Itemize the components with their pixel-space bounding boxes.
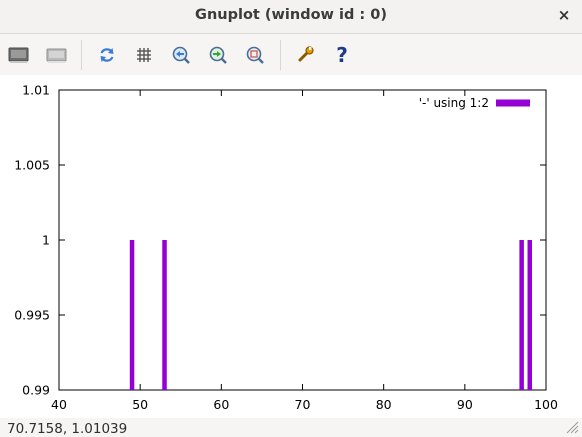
grid-icon xyxy=(137,48,151,62)
y-tick-label: 1.005 xyxy=(14,158,50,173)
toolbar-separator xyxy=(280,40,281,70)
plot-area[interactable]: 40 50 60 70 80 90 100 0.99 0.995 1 1.005 1.01 '-' us… xyxy=(0,75,582,418)
toolbar: ? xyxy=(0,34,582,75)
toolbar-separator xyxy=(81,40,82,70)
legend-label: '-' using 1:2 xyxy=(419,96,489,110)
title-bar: Gnuplot (window id : 0) × xyxy=(0,0,582,34)
close-button[interactable]: × xyxy=(557,6,571,24)
x-tick-label: 60 xyxy=(213,397,229,412)
x-tick-label: 70 xyxy=(295,397,311,412)
zoom-next-button[interactable] xyxy=(205,42,231,68)
x-tick-label: 80 xyxy=(376,397,392,412)
resize-grip-icon[interactable] xyxy=(565,420,579,434)
copy-to-clipboard-icon xyxy=(8,47,29,63)
y-tick-label: 1.01 xyxy=(22,83,50,98)
autoscale-button[interactable] xyxy=(242,42,268,68)
chart: 40 50 60 70 80 90 100 0.99 0.995 1 1.005 1.01 '-' us… xyxy=(14,83,558,413)
y-tick-label: 0.99 xyxy=(22,383,50,398)
zoom-previous-button[interactable] xyxy=(168,42,194,68)
print-icon xyxy=(46,48,67,63)
print-button[interactable] xyxy=(44,42,70,68)
x-tick-label: 90 xyxy=(457,397,473,412)
grid-button[interactable] xyxy=(131,42,157,68)
replot-icon xyxy=(100,48,114,62)
copy-button[interactable] xyxy=(6,42,32,68)
zoom-next-icon xyxy=(209,46,227,64)
y-tick-label: 1 xyxy=(42,233,50,248)
options-wrench-icon xyxy=(298,46,314,62)
window-title: Gnuplot (window id : 0) xyxy=(195,7,387,23)
status-bar: 70.7158, 1.01039 xyxy=(0,418,582,437)
y-tick-label: 0.995 xyxy=(14,308,50,323)
cursor-coordinates: 70.7158, 1.01039 xyxy=(7,421,128,437)
help-icon: ? xyxy=(336,43,348,67)
x-tick-label: 40 xyxy=(51,397,67,412)
options-button[interactable] xyxy=(292,42,318,68)
help-button[interactable]: ? xyxy=(329,42,355,68)
x-tick-label: 50 xyxy=(132,397,148,412)
autoscale-icon xyxy=(246,46,264,64)
zoom-previous-icon xyxy=(172,46,190,64)
x-tick-label: 100 xyxy=(534,397,558,412)
replot-button[interactable] xyxy=(94,42,120,68)
